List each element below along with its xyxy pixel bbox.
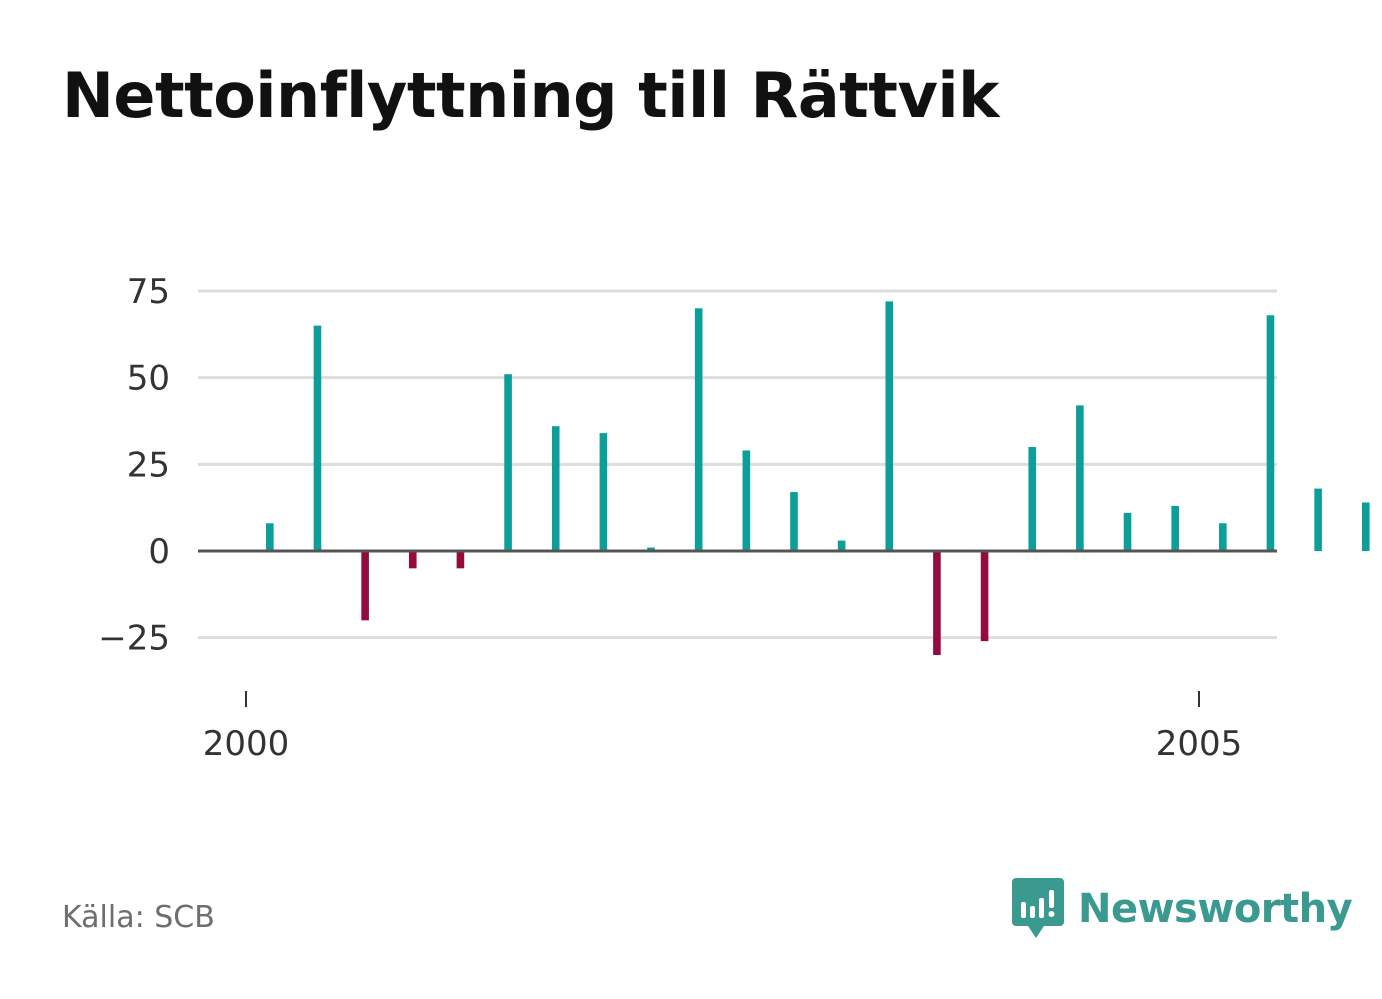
bar-negative: [933, 551, 941, 656]
bar-positive: [790, 492, 798, 551]
bar-positive: [1076, 405, 1084, 551]
bar-positive: [742, 450, 751, 551]
bar-positive: [1314, 488, 1322, 551]
bar-positive: [551, 426, 560, 551]
x-tick-label: 2005: [1156, 724, 1243, 764]
bar-positive: [266, 523, 274, 551]
gridlines: [198, 289, 1277, 640]
bar-positive: [1266, 315, 1275, 551]
y-tick-label: 75: [127, 272, 170, 312]
bar-positive: [1361, 502, 1370, 551]
bar-negative: [361, 551, 369, 621]
y-tick-label: 25: [127, 445, 170, 485]
bar-positive: [313, 325, 322, 551]
bar-positive: [1028, 446, 1037, 551]
source-note: Källa: SCB: [62, 900, 215, 935]
bar-positive: [837, 540, 846, 551]
newsworthy-logo-icon: [1012, 878, 1064, 938]
bar-positive: [1123, 512, 1132, 551]
bar-positive: [647, 547, 655, 551]
brand-name: Newsworthy: [1078, 886, 1353, 932]
y-tick-label: 50: [127, 359, 170, 399]
y-tick-label: 0: [148, 532, 170, 572]
bar-positive: [599, 433, 608, 551]
bars: [266, 301, 1370, 656]
bar-positive: [504, 374, 512, 551]
brand-logo: Newsworthy: [1012, 878, 1353, 940]
x-tick-label: 2000: [203, 724, 290, 764]
bar-positive: [694, 308, 703, 551]
bar-negative: [980, 551, 989, 642]
y-axis-ticks: −25 0 25 50 75: [98, 272, 170, 659]
chart-title: Nettoinflyttning till Rättvik: [62, 59, 999, 132]
y-tick-label: −25: [98, 619, 170, 659]
bar-negative: [456, 551, 465, 569]
x-axis-ticks: 200020052010201520202025: [203, 691, 1243, 764]
bar-negative: [408, 551, 417, 569]
bar-positive: [1171, 505, 1179, 551]
bar-positive: [1219, 523, 1227, 551]
bar-positive: [885, 301, 894, 551]
